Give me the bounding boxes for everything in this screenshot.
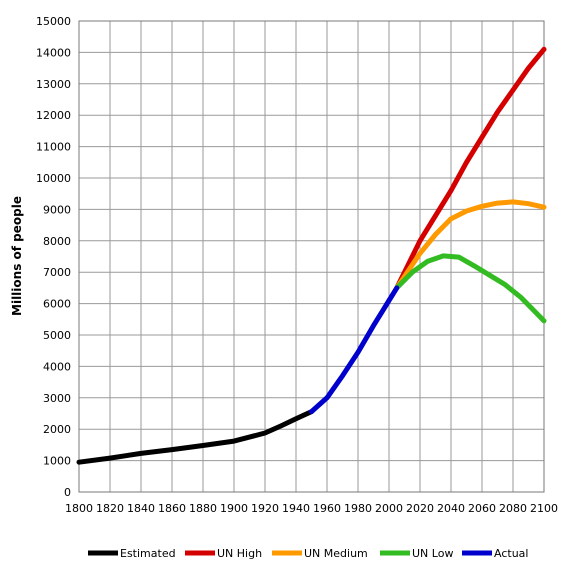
y-tick-label: 0 xyxy=(64,486,71,499)
y-axis-label: Millions of people xyxy=(10,196,24,316)
y-tick-label: 9000 xyxy=(43,203,71,216)
x-tick-label: 1860 xyxy=(158,502,186,515)
series-line-un-low xyxy=(394,253,547,324)
series-lines xyxy=(76,46,547,465)
grid-lines xyxy=(78,20,545,493)
x-tick-label: 1940 xyxy=(282,502,310,515)
plot-frame xyxy=(78,20,545,493)
x-tick-label: 1800 xyxy=(65,502,93,515)
y-axis-tick-labels: 0 1000 2000 3000 4000 5000 6000 7000 8000 9000 100… xyxy=(36,15,71,499)
series-line-un-high xyxy=(394,46,547,291)
x-tick-label: 2000 xyxy=(375,502,403,515)
legend-label: UN High xyxy=(217,547,262,560)
x-tick-label: 1960 xyxy=(313,502,341,515)
legend-label: Actual xyxy=(494,547,528,560)
x-tick-label: 2020 xyxy=(406,502,434,515)
x-tick-label: 1840 xyxy=(127,502,155,515)
legend-label: UN Low xyxy=(412,547,453,560)
x-axis-tick-labels: 1800 1820 1840 1860 1880 1900 1920 1940 1960 1980… xyxy=(65,502,558,515)
legend-label: Estimated xyxy=(120,547,176,560)
y-tick-label: 8000 xyxy=(43,235,71,248)
y-tick-label: 1000 xyxy=(43,455,71,468)
y-tick-label: 6000 xyxy=(43,298,71,311)
x-tick-label: 1820 xyxy=(96,502,124,515)
x-tick-label: 1920 xyxy=(251,502,279,515)
x-tick-label: 2080 xyxy=(499,502,527,515)
legend: Estimated UN High UN Medium UN Low Actual xyxy=(88,547,528,560)
x-tick-label: 1880 xyxy=(189,502,217,515)
series-line-estimated xyxy=(76,409,314,465)
y-tick-label: 15000 xyxy=(36,15,71,28)
y-tick-label: 3000 xyxy=(43,392,71,405)
series-line-actual xyxy=(309,285,400,415)
y-tick-label: 14000 xyxy=(36,46,71,59)
x-tick-label: 1980 xyxy=(344,502,372,515)
y-tick-label: 12000 xyxy=(36,109,71,122)
legend-label: UN Medium xyxy=(304,547,368,560)
y-tick-label: 5000 xyxy=(43,329,71,342)
x-tick-label: 2100 xyxy=(530,502,558,515)
y-tick-label: 4000 xyxy=(43,360,71,373)
x-tick-label: 1900 xyxy=(220,502,248,515)
x-tick-label: 2040 xyxy=(437,502,465,515)
x-tick-label: 2060 xyxy=(468,502,496,515)
y-tick-label: 13000 xyxy=(36,78,71,91)
y-tick-label: 10000 xyxy=(36,172,71,185)
y-tick-label: 7000 xyxy=(43,266,71,279)
y-tick-label: 2000 xyxy=(43,423,71,436)
y-tick-label: 11000 xyxy=(36,141,71,154)
series-line-un-medium xyxy=(394,199,547,291)
